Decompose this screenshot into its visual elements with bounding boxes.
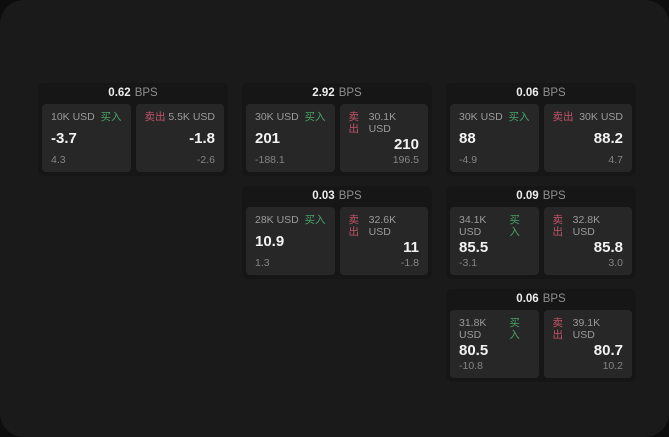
- buy-panel[interactable]: 30K USD 买入 88 -4.9: [450, 104, 539, 172]
- buy-panel[interactable]: 34.1K USD 买入 85.5 -3.1: [450, 207, 539, 275]
- sell-price: 85.8: [593, 239, 623, 256]
- quote-panels: 30K USD 买入 88 -4.9 卖出 30K USD 88.2 4.7: [450, 104, 632, 172]
- buy-change: 4.3: [51, 154, 66, 166]
- quote-panels: 34.1K USD 买入 85.5 -3.1 卖出 32.8K USD 85.8…: [450, 207, 632, 275]
- buy-change: 1.3: [255, 257, 270, 269]
- card-header: 0.09 BPS: [450, 186, 632, 207]
- buy-amount: 31.8K USD: [459, 317, 487, 341]
- buy-panel[interactable]: 10K USD 买入 -3.7 4.3: [42, 104, 131, 172]
- sell-amount: 5.5K USD: [168, 111, 215, 123]
- card-header: 2.92 BPS: [246, 83, 428, 104]
- buy-change: -188.1: [255, 154, 285, 166]
- quote-card[interactable]: 2.92 BPS 30K USD 买入 201 -188.1 卖出 30.1K U…: [242, 83, 432, 176]
- bps-value: 0.62: [108, 87, 131, 99]
- sell-price: -1.8: [189, 130, 215, 147]
- sell-amount: 32.6K USD: [368, 214, 397, 238]
- buy-change: -3.1: [459, 257, 478, 269]
- bps-unit-label: BPS: [338, 190, 362, 202]
- quote-panels: 31.8K USD 买入 80.5 -10.8 卖出 39.1K USD 80.…: [450, 310, 632, 378]
- buy-price: 80.5: [459, 342, 489, 359]
- buy-price: 10.9: [255, 233, 285, 250]
- sell-price: 210: [393, 136, 419, 153]
- quote-card[interactable]: 0.09 BPS 34.1K USD 买入 85.5 -3.1 卖出 32.8K …: [446, 186, 636, 279]
- sell-amount: 30K USD: [579, 111, 623, 123]
- buy-price: 88: [459, 130, 476, 147]
- quote-panels: 30K USD 买入 201 -188.1 卖出 30.1K USD 210 1…: [246, 104, 428, 172]
- bps-unit-label: BPS: [542, 293, 566, 305]
- sell-panel[interactable]: 卖出 39.1K USD 80.7 10.2: [543, 310, 632, 378]
- bps-value: 0.06: [516, 87, 539, 99]
- buy-price: 201: [255, 130, 281, 147]
- sell-panel[interactable]: 卖出 32.8K USD 85.8 3.0: [543, 207, 632, 275]
- sell-change: 10.2: [602, 360, 623, 372]
- sell-panel[interactable]: 卖出 5.5K USD -1.8 -2.6: [135, 104, 224, 172]
- buy-side-label: 买入: [100, 111, 122, 123]
- sell-amount: 32.8K USD: [572, 214, 601, 238]
- buy-change: -4.9: [459, 154, 478, 166]
- sell-side-label: 卖出: [552, 111, 574, 123]
- sell-side-label: 卖出: [348, 111, 360, 135]
- sell-change: -1.8: [400, 257, 419, 269]
- buy-amount: 34.1K USD: [459, 214, 487, 238]
- buy-side-label: 买入: [508, 111, 530, 123]
- quote-card[interactable]: 0.06 BPS 30K USD 买入 88 -4.9 卖出 30K USD: [446, 83, 636, 176]
- sell-price: 11: [403, 239, 419, 256]
- sell-side-label: 卖出: [348, 214, 360, 238]
- bps-unit-label: BPS: [542, 87, 566, 99]
- sell-change: 4.7: [608, 154, 623, 166]
- buy-amount: 30K USD: [459, 111, 503, 123]
- sell-change: 3.0: [608, 257, 623, 269]
- sell-panel[interactable]: 卖出 30.1K USD 210 196.5: [339, 104, 428, 172]
- quote-panels: 10K USD 买入 -3.7 4.3 卖出 5.5K USD -1.8 -2.…: [42, 104, 224, 172]
- buy-amount: 28K USD: [255, 214, 299, 226]
- card-header: 0.03 BPS: [246, 186, 428, 207]
- buy-amount: 30K USD: [255, 111, 299, 123]
- sell-change: 196.5: [392, 154, 419, 166]
- sell-amount: 30.1K USD: [368, 111, 397, 135]
- buy-panel[interactable]: 31.8K USD 买入 80.5 -10.8: [450, 310, 539, 378]
- buy-change: -10.8: [459, 360, 483, 372]
- sell-amount: 39.1K USD: [572, 317, 601, 341]
- sell-price: 88.2: [593, 130, 623, 147]
- sell-price: 80.7: [593, 342, 623, 359]
- card-header: 0.62 BPS: [42, 83, 224, 104]
- quotes-grid: 0.62 BPS 10K USD 买入 -3.7 4.3 卖出 5.5K USD: [38, 83, 636, 382]
- buy-amount: 10K USD: [51, 111, 95, 123]
- buy-panel[interactable]: 28K USD 买入 10.9 1.3: [246, 207, 335, 275]
- buy-panel[interactable]: 30K USD 买入 201 -188.1: [246, 104, 335, 172]
- sell-side-label: 卖出: [144, 111, 166, 123]
- buy-side-label: 买入: [509, 214, 520, 238]
- quote-card[interactable]: 0.03 BPS 28K USD 买入 10.9 1.3 卖出 32.6K USD: [242, 186, 432, 279]
- bps-unit-label: BPS: [338, 87, 362, 99]
- sell-side-label: 卖出: [552, 214, 564, 238]
- bps-value: 0.03: [312, 190, 335, 202]
- quote-card[interactable]: 0.62 BPS 10K USD 买入 -3.7 4.3 卖出 5.5K USD: [38, 83, 228, 176]
- card-header: 0.06 BPS: [450, 289, 632, 310]
- bps-unit-label: BPS: [542, 190, 566, 202]
- card-header: 0.06 BPS: [450, 83, 632, 104]
- buy-price: -3.7: [51, 130, 77, 147]
- quote-card[interactable]: 0.06 BPS 31.8K USD 买入 80.5 -10.8 卖出 39.1K…: [446, 289, 636, 382]
- bps-value: 0.06: [516, 293, 539, 305]
- sell-side-label: 卖出: [552, 317, 564, 341]
- buy-side-label: 买入: [304, 214, 326, 226]
- buy-side-label: 买入: [509, 317, 520, 341]
- bps-value: 2.92: [312, 87, 335, 99]
- buy-price: 85.5: [459, 239, 489, 256]
- bps-value: 0.09: [516, 190, 539, 202]
- sell-panel[interactable]: 卖出 32.6K USD 11 -1.8: [339, 207, 428, 275]
- quote-panels: 28K USD 买入 10.9 1.3 卖出 32.6K USD 11 -1.8: [246, 207, 428, 275]
- buy-side-label: 买入: [304, 111, 326, 123]
- bps-unit-label: BPS: [134, 87, 158, 99]
- sell-panel[interactable]: 卖出 30K USD 88.2 4.7: [543, 104, 632, 172]
- sell-change: -2.6: [196, 154, 215, 166]
